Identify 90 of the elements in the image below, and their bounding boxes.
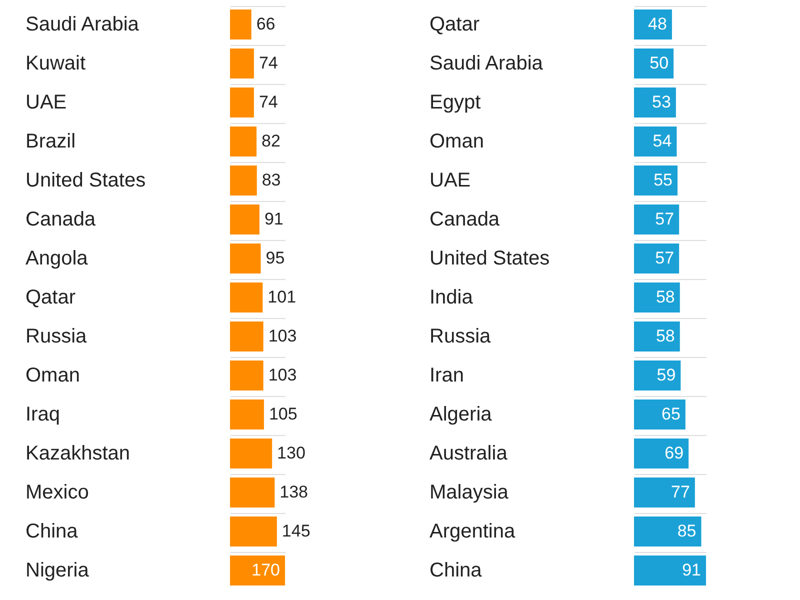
data-label: 58 [656,288,675,306]
data-label: 58 [656,326,675,346]
y-tick-label: Egypt [430,92,482,114]
data-label: 138 [280,482,308,502]
bar [230,126,257,156]
bar [634,88,676,118]
y-tick-label: Nigeria [26,560,90,582]
y-tick-label: China [26,520,79,542]
data-label: 101 [268,288,296,306]
bar [634,126,677,156]
data-label: 170 [252,560,280,580]
data-label: 77 [671,482,690,502]
y-tick-label: Saudi Arabia [430,52,544,74]
data-label: 59 [656,366,676,384]
bar [634,282,680,312]
bar [634,244,680,274]
data-label: 82 [262,132,280,150]
bar [634,478,695,508]
y-tick-label: Kuwait [26,52,86,74]
bar [230,166,257,196]
y-tick-label: Saudi Arabia [26,14,140,36]
data-label: 66 [256,14,276,34]
data-label: 91 [682,560,701,580]
y-tick-label: China [430,560,483,582]
y-tick-label: Oman [430,130,484,152]
data-label: 103 [268,326,297,346]
y-tick-label: United States [430,248,550,270]
bar [634,556,706,586]
bar [230,88,254,118]
data-label: 53 [652,92,671,112]
y-tick-label: Oman [26,364,80,386]
y-tick-label: Malaysia [430,482,510,504]
data-label: 83 [262,170,281,190]
data-label: 55 [654,170,673,190]
bar [634,322,680,352]
bar [634,10,672,40]
bar [634,48,674,78]
bar [230,244,261,274]
y-tick-label: Russia [26,326,88,348]
y-tick-label: Angola [26,248,89,270]
bar [230,556,285,586]
bar [634,516,702,546]
bar [230,478,275,508]
data-label: 130 [277,444,306,462]
bar [230,322,264,352]
data-label: 74 [258,92,278,112]
y-tick-label: Russia [430,326,492,348]
data-label: 103 [268,366,297,384]
data-label: 65 [662,404,680,424]
data-label: 74 [258,54,278,72]
bar [634,166,678,196]
y-tick-label: Qatar [26,286,76,308]
y-tick-label: Iran [430,364,464,386]
y-tick-label: Algeria [430,404,493,426]
data-label: 54 [652,132,672,150]
bar [634,438,689,468]
data-label: 57 [655,210,674,228]
y-tick-label: Canada [430,208,500,230]
data-label: 48 [648,14,667,34]
data-label: 69 [664,444,684,462]
data-label: 95 [266,248,285,268]
data-label: 105 [268,404,298,424]
bar [230,204,260,234]
data-label: 50 [650,54,669,72]
bar [230,438,272,468]
bar [634,400,686,430]
bar [230,516,277,546]
y-tick-label: United States [26,170,146,192]
y-tick-label: Argentina [430,520,516,542]
data-label: 85 [677,522,696,540]
y-tick-label: Qatar [430,14,480,36]
y-tick-label: Australia [430,442,508,464]
bar [230,10,252,40]
data-label: 91 [264,210,284,228]
bar [230,360,264,390]
y-tick-label: UAE [430,170,471,192]
data-label: 57 [655,248,674,268]
y-tick-label: Kazakhstan [26,442,130,464]
bar [230,48,254,78]
y-tick-label: Mexico [26,482,89,504]
y-tick-label: Brazil [26,130,76,152]
y-tick-label: UAE [26,92,67,114]
data-label: 145 [282,522,310,540]
bar [230,400,264,430]
y-tick-label: India [430,286,474,308]
y-tick-label: Canada [26,208,96,230]
bar [230,282,263,312]
bar [634,204,680,234]
y-tick-label: Iraq [26,404,60,426]
bar [634,360,681,390]
